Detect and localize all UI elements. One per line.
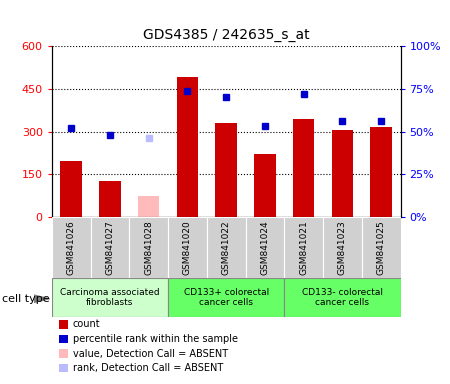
Text: percentile rank within the sample: percentile rank within the sample bbox=[73, 334, 238, 344]
Bar bbox=[52, 278, 168, 317]
Text: CD133+ colorectal
cancer cells: CD133+ colorectal cancer cells bbox=[184, 288, 269, 307]
Bar bbox=[323, 217, 362, 278]
Text: value, Detection Call = ABSENT: value, Detection Call = ABSENT bbox=[73, 349, 228, 359]
Bar bbox=[284, 217, 323, 278]
Bar bbox=[362, 217, 400, 278]
Bar bbox=[90, 217, 129, 278]
Bar bbox=[293, 119, 314, 217]
Text: CD133- colorectal
cancer cells: CD133- colorectal cancer cells bbox=[302, 288, 383, 307]
Text: GSM841027: GSM841027 bbox=[105, 220, 114, 275]
Text: GSM841026: GSM841026 bbox=[67, 220, 76, 275]
Bar bbox=[177, 78, 198, 217]
Bar bbox=[138, 197, 159, 217]
Bar bbox=[284, 278, 400, 317]
Text: GSM841023: GSM841023 bbox=[338, 220, 347, 275]
Bar bbox=[207, 217, 246, 278]
Text: cell type: cell type bbox=[2, 294, 50, 304]
Bar bbox=[168, 278, 284, 317]
Bar bbox=[60, 161, 82, 217]
Bar bbox=[99, 181, 121, 217]
Text: GSM841025: GSM841025 bbox=[377, 220, 386, 275]
Text: GSM841024: GSM841024 bbox=[261, 220, 270, 275]
Bar bbox=[246, 217, 284, 278]
Bar bbox=[52, 217, 90, 278]
Bar bbox=[370, 127, 392, 217]
Bar bbox=[254, 154, 275, 217]
Bar bbox=[216, 123, 237, 217]
Text: GSM841022: GSM841022 bbox=[221, 220, 230, 275]
Text: GSM841021: GSM841021 bbox=[299, 220, 308, 275]
Text: GSM841028: GSM841028 bbox=[144, 220, 153, 275]
Text: GSM841020: GSM841020 bbox=[183, 220, 192, 275]
Text: Carcinoma associated
fibroblasts: Carcinoma associated fibroblasts bbox=[60, 288, 160, 307]
Title: GDS4385 / 242635_s_at: GDS4385 / 242635_s_at bbox=[143, 28, 310, 42]
Bar bbox=[129, 217, 168, 278]
Text: rank, Detection Call = ABSENT: rank, Detection Call = ABSENT bbox=[73, 363, 223, 373]
Polygon shape bbox=[34, 295, 50, 303]
Bar bbox=[168, 217, 207, 278]
Bar bbox=[332, 130, 353, 217]
Text: count: count bbox=[73, 319, 100, 329]
